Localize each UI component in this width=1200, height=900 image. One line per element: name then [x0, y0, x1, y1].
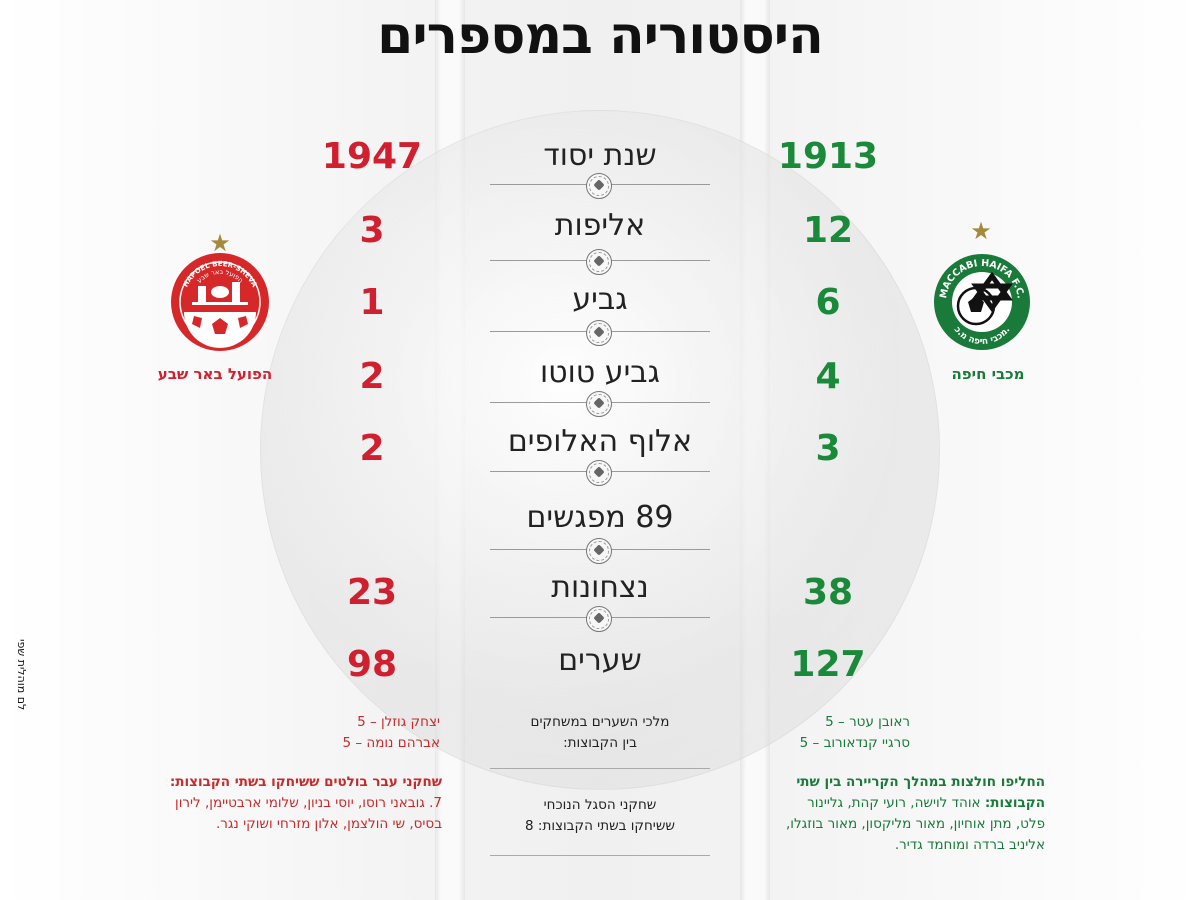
green-switched-players-note: החליפו חולצות במהלך הקריירה בין שתי הקבו…: [786, 774, 1045, 853]
category-meetings: 89 מפגשים: [526, 500, 674, 535]
green-wins: 38: [802, 572, 854, 613]
green-goals: 127: [790, 644, 866, 685]
maccabi-haifa-name: מכבי חיפה: [951, 365, 1025, 383]
credit-text: לם מוהלית שפי: [15, 638, 28, 710]
maccabi-haifa-logo: MACCABI HAIFA F.C. מכבי חיפה מ.כ.: [932, 248, 1032, 356]
red-founded: 1947: [321, 136, 423, 177]
star-icon: ★: [970, 217, 992, 245]
green-super-cup: 3: [815, 428, 841, 469]
football-icon: [586, 320, 612, 346]
section-divider: [490, 768, 710, 769]
green-top-scorers: ראובן עטר – 5 סרגיי קנדאורוב – 5: [740, 712, 910, 754]
category-wins: נצחונות: [551, 570, 649, 605]
row-divider: [490, 391, 710, 417]
page-title: היסטוריה במספרים: [377, 6, 824, 66]
list-item: אברהם נומה – 5: [342, 735, 440, 751]
green-founded: 1913: [777, 136, 879, 177]
green-toto-cup: 4: [815, 356, 841, 397]
red-top-scorers: יצחק גוזלן – 5 אברהם נומה – 5: [270, 712, 440, 754]
red-super-cup: 2: [359, 428, 385, 469]
football-icon: [586, 173, 612, 199]
football-icon: [586, 538, 612, 564]
row-divider: [490, 460, 710, 486]
category-championships: אליפות: [554, 208, 646, 243]
category-super-cup: אלוף האלופים: [507, 424, 693, 459]
football-icon: [586, 460, 612, 486]
list-item: ראובן עטר – 5: [825, 714, 910, 730]
row-divider: [490, 606, 710, 632]
current-squad-note: שחקני הסגל הנוכחי ששיחקו בשתי הקבוצות: 8: [525, 797, 675, 834]
red-cup: 1: [359, 282, 385, 323]
row-divider: [490, 320, 710, 346]
row-divider: [490, 249, 710, 275]
hapoel-beer-sheva-logo: HAPOEL BEER-SHEVA הפועל באר שבע: [170, 252, 270, 352]
star-icon: ★: [209, 229, 231, 257]
top-scorers-label: מלכי השערים במשחקים בין הקבוצות:: [530, 714, 670, 751]
background-ball: [260, 110, 940, 790]
category-goals: שערים: [558, 643, 642, 678]
hapoel-beer-sheva-name: הפועל באר שבע: [157, 365, 273, 383]
red-wins: 23: [346, 572, 398, 613]
row-divider: [490, 173, 710, 199]
row-divider: [490, 538, 710, 564]
football-icon: [586, 249, 612, 275]
red-goals: 98: [346, 644, 398, 685]
green-cup: 6: [815, 282, 841, 323]
category-cup: גביע: [572, 282, 628, 317]
football-icon: [586, 606, 612, 632]
red-notable-players-note: שחקני עבר בולטים ששיחקו בשתי הקבוצות: 7.…: [169, 774, 442, 832]
list-item: סרגיי קנדאורוב – 5: [799, 735, 910, 751]
list-item: יצחק גוזלן – 5: [357, 714, 440, 730]
red-toto-cup: 2: [359, 356, 385, 397]
category-toto-cup: גביע טוטו: [540, 355, 660, 390]
football-icon: [586, 391, 612, 417]
green-championships: 12: [802, 210, 854, 251]
category-founded: שנת יסוד: [543, 138, 657, 173]
section-divider: [490, 855, 710, 856]
red-championships: 3: [359, 210, 385, 251]
